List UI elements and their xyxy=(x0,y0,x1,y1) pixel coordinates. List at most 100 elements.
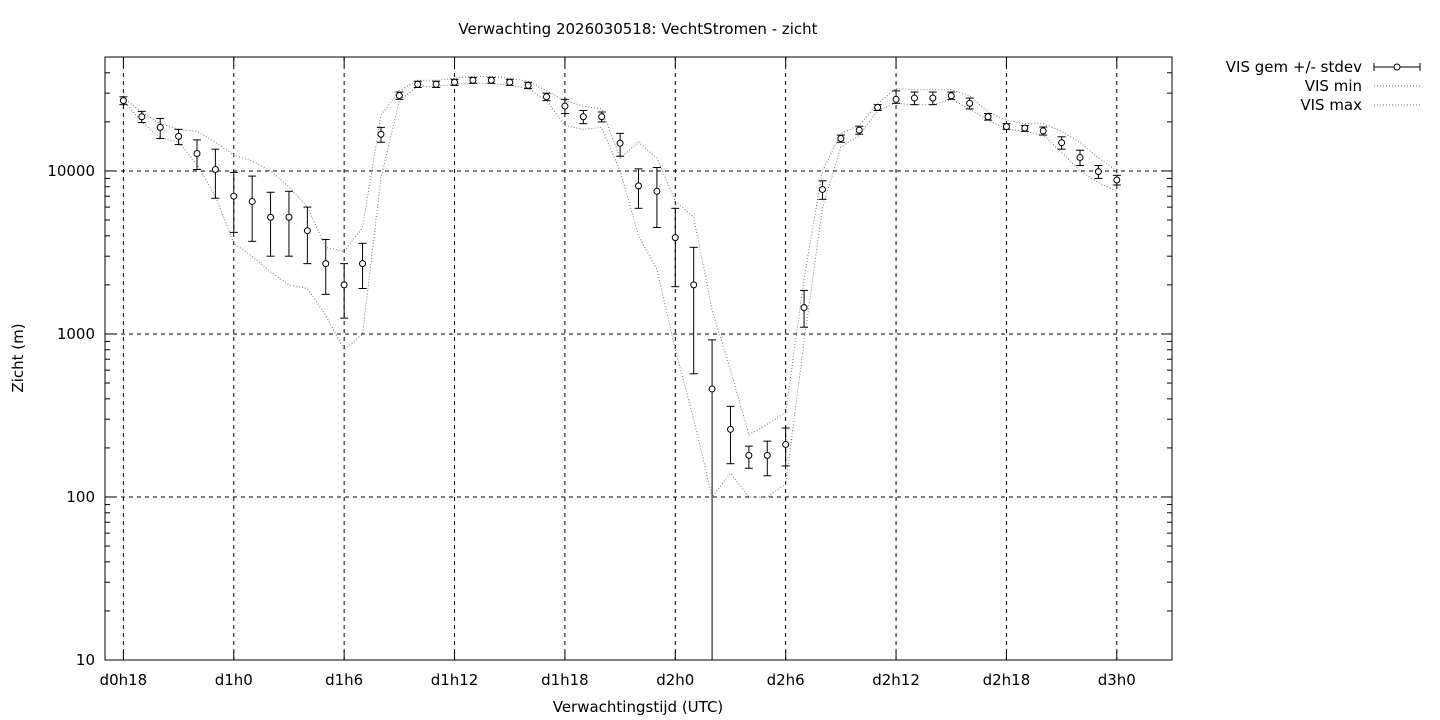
data-point xyxy=(892,90,901,104)
mean-marker xyxy=(267,213,275,221)
data-point xyxy=(1112,174,1121,186)
data-point xyxy=(284,190,293,257)
x-tick-marks: d0h18 d1h0 d1h6 d1h12 d1h18 d2h0 d2h6 d2h12 d2h1… xyxy=(100,57,1136,689)
mean-marker xyxy=(543,93,551,101)
x-tick-label: d0h18 xyxy=(100,671,148,689)
mean-marker xyxy=(193,149,201,157)
mean-marker xyxy=(1021,124,1029,132)
mean-marker xyxy=(175,132,183,140)
data-point xyxy=(413,80,422,88)
data-point xyxy=(1057,136,1066,150)
mean-marker xyxy=(432,80,440,88)
mean-marker xyxy=(303,227,311,235)
data-point xyxy=(910,91,919,106)
data-point xyxy=(542,92,551,102)
mean-marker xyxy=(487,76,495,84)
mean-marker xyxy=(690,281,698,289)
mean-marker xyxy=(947,92,955,100)
data-point xyxy=(248,175,257,242)
data-point xyxy=(266,191,275,257)
x-tick-label: d3h0 xyxy=(1098,671,1136,689)
mean-marker xyxy=(506,78,514,86)
mean-marker xyxy=(1094,168,1102,176)
data-point xyxy=(340,263,349,319)
mean-marker xyxy=(984,113,992,121)
x-tick-label: d1h18 xyxy=(541,671,589,689)
mean-marker xyxy=(708,385,716,393)
data-point xyxy=(873,104,882,112)
mean-marker xyxy=(929,94,937,102)
data-point xyxy=(781,427,790,467)
mean-marker xyxy=(818,185,826,193)
data-point xyxy=(616,132,625,157)
data-point xyxy=(579,109,588,125)
data-point xyxy=(1002,123,1011,131)
y-axis-label: Zicht (m) xyxy=(9,323,27,392)
data-point xyxy=(229,171,238,233)
data-point xyxy=(211,148,220,199)
mean-marker xyxy=(1039,127,1047,135)
data-point xyxy=(928,91,937,106)
x-tick-label: d1h12 xyxy=(431,671,479,689)
mean-marker xyxy=(322,260,330,268)
data-point xyxy=(597,111,606,123)
data-point xyxy=(468,76,477,84)
data-point xyxy=(744,445,753,469)
vis-max-line xyxy=(123,75,1118,436)
mean-marker xyxy=(414,80,422,88)
mean-marker xyxy=(1076,153,1084,161)
data-point xyxy=(947,91,956,100)
mean-marker xyxy=(745,451,753,459)
data-point xyxy=(671,207,680,288)
mean-marker xyxy=(855,126,863,134)
chart-title: Verwachting 2026030518: VechtStromen - z… xyxy=(458,20,817,38)
data-point xyxy=(984,113,993,121)
mean-marker xyxy=(156,123,164,131)
data-point xyxy=(1094,164,1103,179)
legend-label: VIS min xyxy=(1305,77,1362,95)
data-point xyxy=(652,166,661,228)
data-point xyxy=(800,289,809,328)
mean-marker xyxy=(598,113,606,121)
data-point xyxy=(560,98,569,115)
mean-marker xyxy=(892,95,900,103)
mean-marker xyxy=(395,92,403,100)
data-point xyxy=(763,440,772,477)
mean-marker xyxy=(1113,176,1121,184)
mean-marker xyxy=(837,135,845,143)
data-point xyxy=(855,125,864,135)
legend-label: VIS max xyxy=(1300,96,1362,114)
y-tick-label: 10000 xyxy=(47,162,95,180)
data-point xyxy=(818,180,827,200)
data-point xyxy=(505,78,514,86)
mean-marker xyxy=(966,99,974,107)
x-tick-label: d2h0 xyxy=(656,671,694,689)
data-point xyxy=(321,238,330,295)
plot-frame xyxy=(104,56,1173,661)
mean-marker xyxy=(763,451,771,459)
mean-marker xyxy=(635,182,642,190)
mean-marker xyxy=(616,139,624,147)
data-point xyxy=(450,78,459,86)
mean-marker xyxy=(671,234,679,242)
data-point xyxy=(836,134,845,143)
mean-marker xyxy=(451,78,459,86)
data-point xyxy=(137,110,146,124)
data-point xyxy=(965,97,974,110)
legend-label: VIS gem +/- stdev xyxy=(1226,58,1362,76)
data-point xyxy=(1020,124,1029,132)
mean-marker xyxy=(561,102,569,110)
x-tick-label: d1h0 xyxy=(215,671,253,689)
data-point xyxy=(303,206,312,265)
x-tick-label: d2h12 xyxy=(872,671,920,689)
data-point xyxy=(726,405,735,465)
mean-marker xyxy=(524,81,532,89)
legend-swatch-marker xyxy=(1393,63,1401,71)
data-point xyxy=(174,128,183,146)
mean-marker xyxy=(340,281,348,289)
y-tick-label: 10 xyxy=(76,651,95,669)
mean-marker xyxy=(285,213,293,221)
data-point xyxy=(192,139,201,171)
x-axis-label: Verwachtingstijd (UTC) xyxy=(553,698,724,716)
